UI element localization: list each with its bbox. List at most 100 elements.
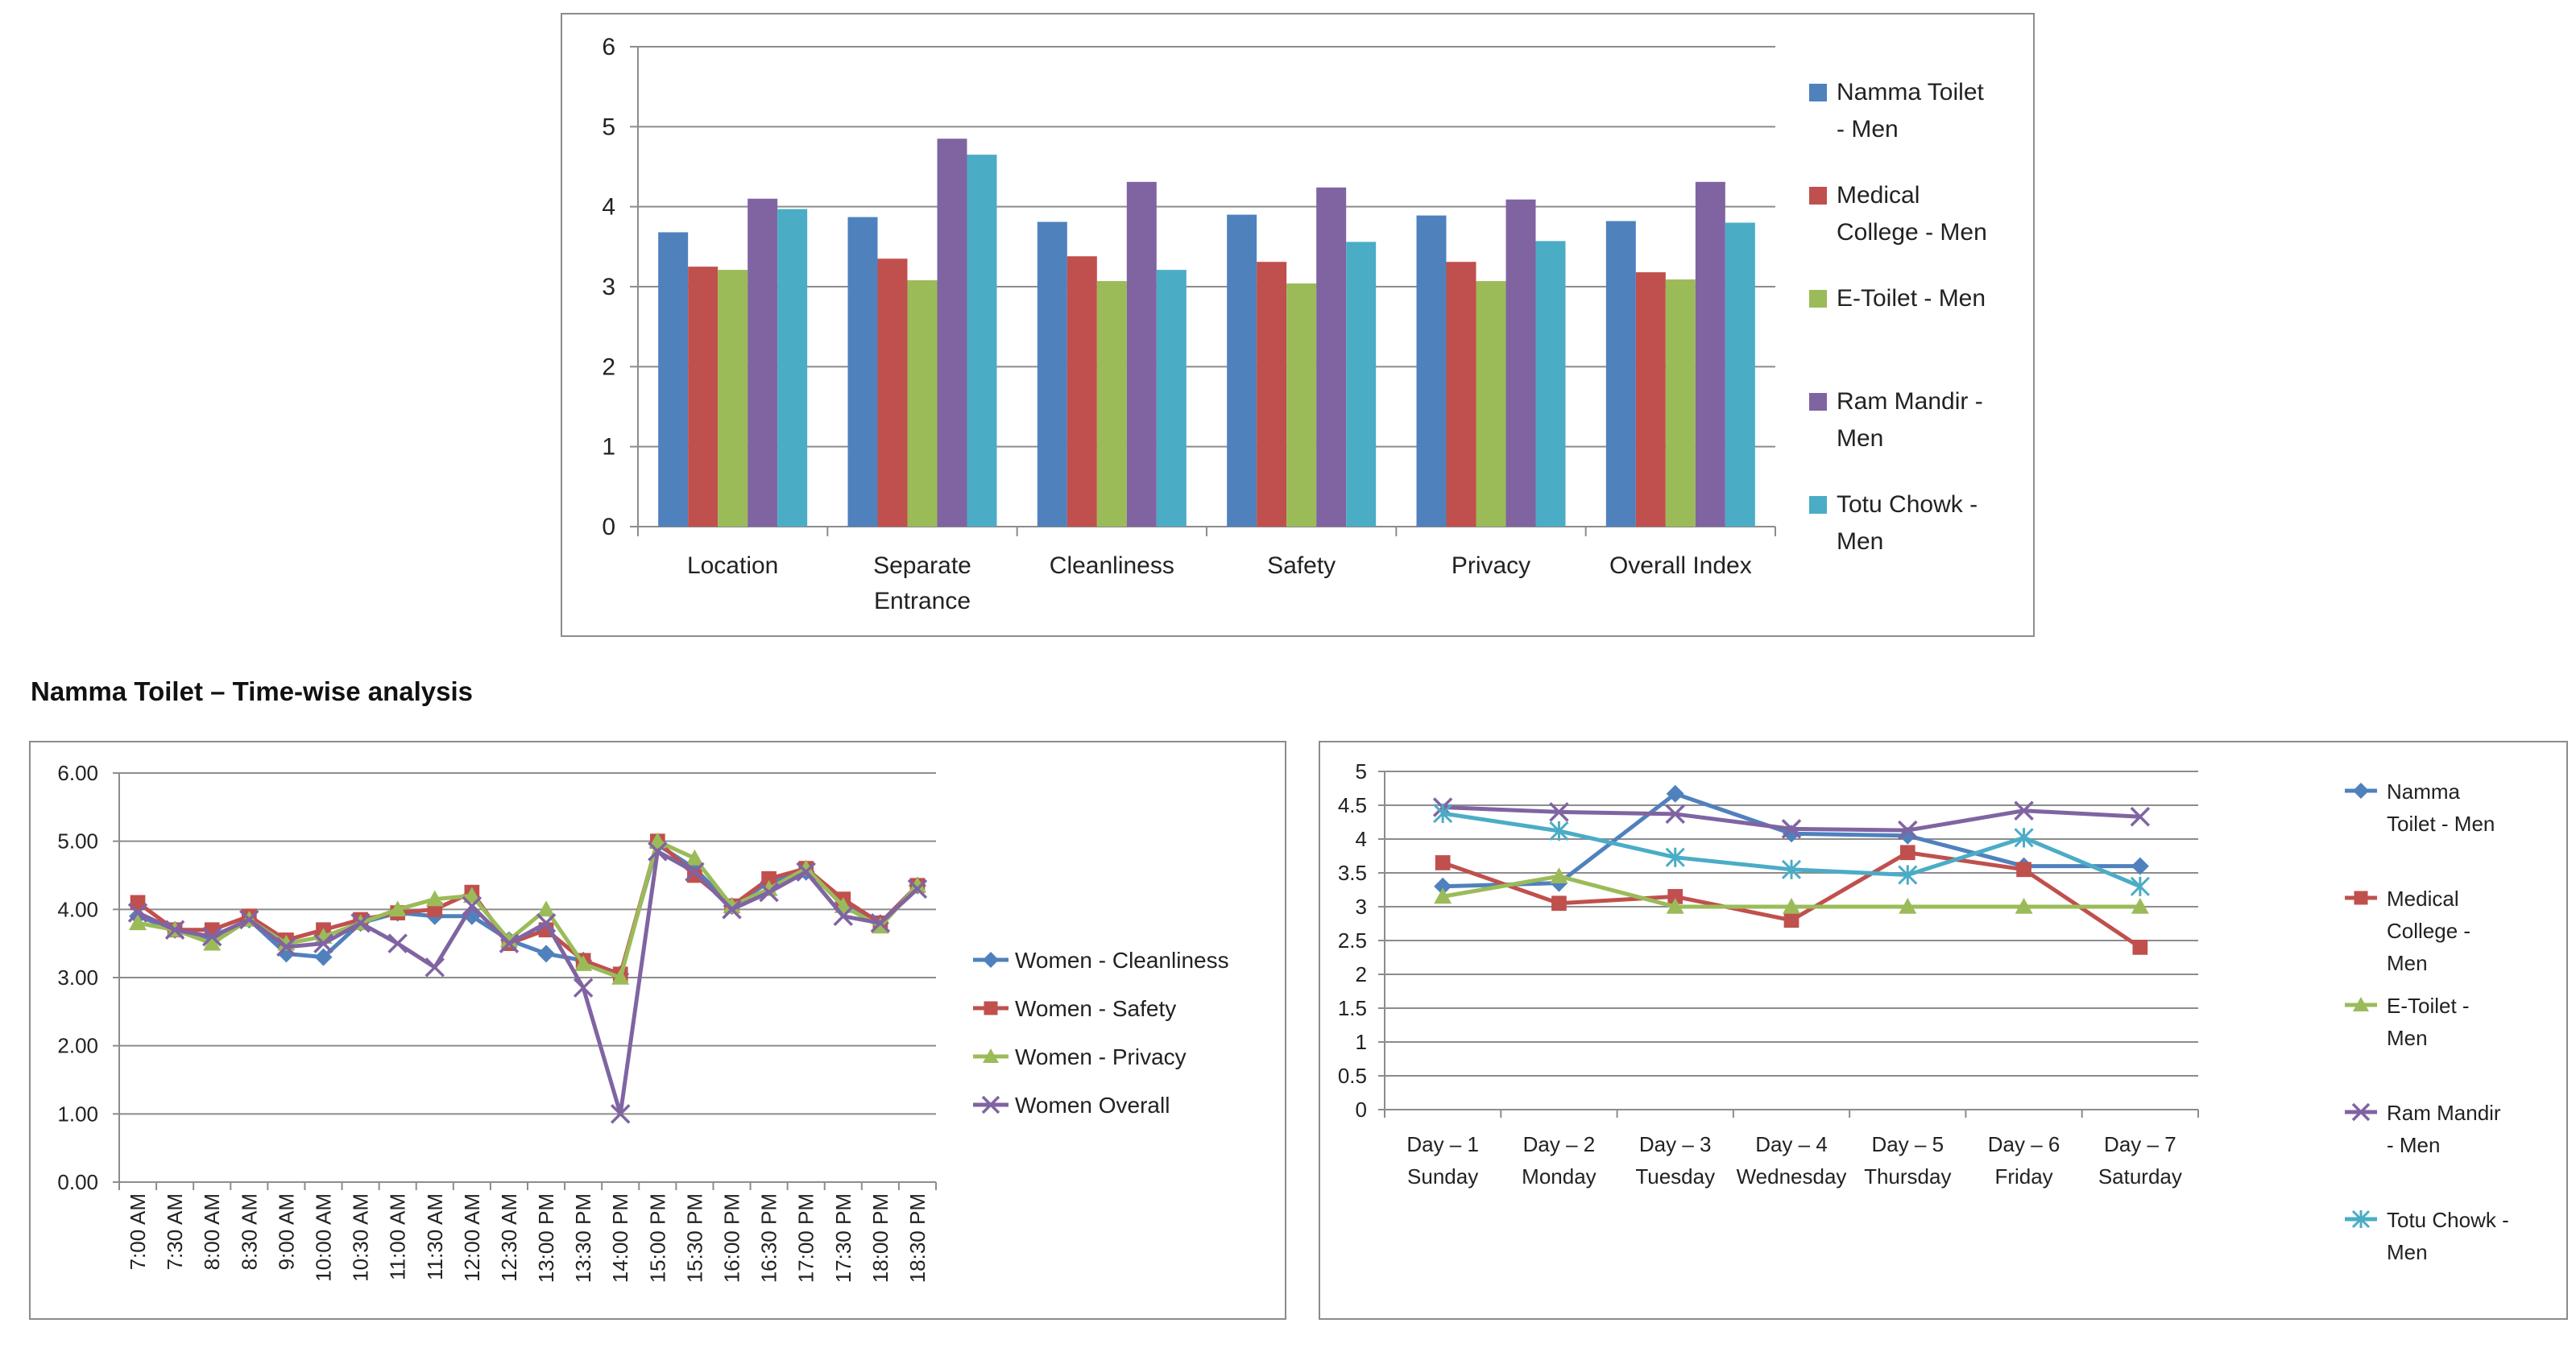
- bar: [1126, 181, 1157, 527]
- x-tick-label: Day – 2: [1523, 1132, 1596, 1156]
- legend-marker: [2353, 997, 2369, 1011]
- data-point: [722, 899, 742, 920]
- data-point: [1781, 819, 1802, 839]
- legend-label: E-Toilet -: [2387, 994, 2470, 1018]
- x-tick-label: 17:00 PM: [794, 1193, 818, 1283]
- data-point: [1665, 804, 1685, 825]
- time-line-chart-svg: 0.00 1.00 2.00 3.00 4.00 5.00 6.00 7:00 AM 7:30 …: [57, 761, 1229, 1283]
- x-tick-label: 15:30 PM: [682, 1193, 706, 1283]
- bar-series: [718, 270, 1696, 527]
- data-point: [201, 926, 222, 947]
- data-point: [537, 945, 556, 963]
- bar: [1476, 281, 1506, 527]
- x-tick-label: 10:30 AM: [349, 1193, 373, 1282]
- legend-label: Men: [1837, 425, 1883, 452]
- data-point: [536, 913, 557, 933]
- bar: [1725, 222, 1755, 527]
- x-tick-label: 16:00 PM: [720, 1193, 744, 1283]
- line-series: [127, 841, 928, 1124]
- bar: [1665, 279, 1696, 527]
- legend-label: College -: [2387, 919, 2470, 943]
- bar: [1227, 214, 1257, 527]
- x-tick-label: Entrance: [874, 588, 971, 614]
- x-tick-label: Wednesday: [1737, 1164, 1847, 1189]
- bar: [1156, 270, 1187, 527]
- data-point: [387, 933, 408, 953]
- legend-label: Totu Chowk -: [1837, 491, 1978, 518]
- x-tick-label: Day – 7: [2104, 1132, 2176, 1156]
- y-tick-label: 1.00: [57, 1102, 98, 1126]
- data-point: [1549, 821, 1569, 841]
- legend-label: Namma: [2387, 779, 2461, 804]
- line-series: [1435, 845, 2148, 955]
- x-tick-label: 18:00 PM: [868, 1193, 892, 1283]
- x-tick-label: 13:30 PM: [571, 1193, 595, 1283]
- y-tick-label: 4.00: [57, 897, 98, 921]
- x-tick-label: Thursday: [1864, 1164, 1951, 1189]
- legend-marker: [984, 1001, 998, 1015]
- legend-label: Men: [1837, 528, 1883, 555]
- data-point: [685, 849, 704, 866]
- y-tick-label: 2.00: [57, 1034, 98, 1058]
- data-point: [1551, 895, 1567, 912]
- x-tick-label: Location: [687, 552, 778, 579]
- x-tick-label: Privacy: [1452, 552, 1530, 579]
- y-tick-label: 0.00: [57, 1170, 98, 1194]
- y-tick-label: 1.5: [1338, 996, 1367, 1020]
- legend-label: Women - Cleanliness: [1015, 948, 1229, 973]
- y-tick-label: 2.5: [1338, 928, 1367, 953]
- data-point: [425, 890, 444, 907]
- data-point: [1665, 847, 1685, 867]
- x-tick-label: 14:00 PM: [608, 1193, 632, 1283]
- data-point: [350, 913, 371, 933]
- legend-swatch: [1809, 290, 1827, 308]
- x-tick-label: Friday: [1994, 1164, 2052, 1189]
- line-series: [1433, 803, 2150, 896]
- data-point: [2014, 800, 2034, 821]
- legend-label: College - Men: [1837, 219, 1987, 246]
- y-tick-label: 5: [602, 114, 615, 140]
- data-point: [2132, 940, 2148, 955]
- data-point: [1549, 802, 1569, 822]
- data-point: [130, 895, 146, 911]
- x-tick-label: Safety: [1267, 552, 1336, 579]
- y-tick-label: 4: [602, 194, 615, 221]
- x-tick-label: 7:00 AM: [126, 1193, 150, 1270]
- data-point: [1434, 877, 1452, 895]
- bar: [1066, 256, 1097, 527]
- data-point: [462, 895, 482, 916]
- data-point: [1783, 912, 1799, 928]
- legend-swatch: [1809, 84, 1827, 101]
- chart-panel-bar: 0 1 2 3 4 5 6 Location Separate Entrance Cleanline…: [561, 13, 2035, 637]
- bar: [1416, 215, 1447, 527]
- y-tick-label: 6: [602, 34, 615, 60]
- data-point: [314, 948, 333, 966]
- bar: [1096, 281, 1127, 527]
- bar-series: [748, 139, 1725, 527]
- data-point: [462, 887, 481, 903]
- bar: [748, 198, 778, 527]
- legend-label: Men: [2387, 951, 2428, 975]
- y-tick-label: 6.00: [57, 761, 98, 785]
- legend-swatch: [1809, 496, 1827, 514]
- legend-label: Totu Chowk -: [2387, 1208, 2509, 1232]
- bar-chart-svg: 0 1 2 3 4 5 6 Location Separate Entrance Cleanline…: [602, 34, 1987, 614]
- bar-series: [777, 155, 1755, 527]
- data-point: [797, 859, 815, 876]
- bar: [1695, 181, 1725, 527]
- x-tick-label: Overall Index: [1609, 552, 1752, 579]
- bar: [877, 258, 908, 527]
- data-point: [2130, 876, 2150, 896]
- data-point: [2015, 898, 2033, 914]
- x-tick-label: 13:00 PM: [534, 1193, 558, 1283]
- legend-marker: [2354, 891, 2368, 905]
- line-series: [130, 833, 926, 982]
- bar: [1346, 242, 1377, 527]
- x-tick-label: 15:00 PM: [645, 1193, 669, 1283]
- legend-swatch: [1809, 187, 1827, 205]
- data-point: [499, 933, 520, 953]
- data-point: [1433, 803, 1453, 824]
- bar: [688, 267, 719, 527]
- bar: [907, 280, 938, 527]
- x-tick-label: Saturday: [2098, 1164, 2182, 1189]
